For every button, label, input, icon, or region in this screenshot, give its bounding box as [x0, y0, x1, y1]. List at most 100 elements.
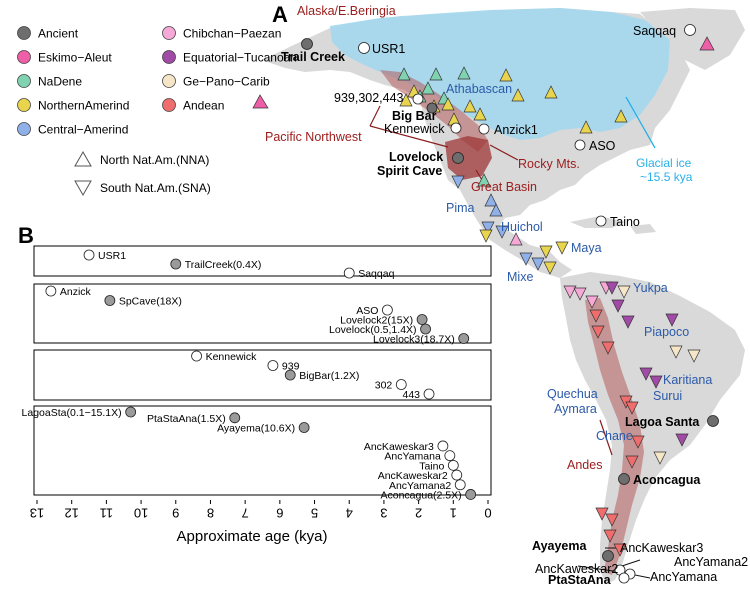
sample-label: AncYamana2 [389, 480, 451, 492]
marker-central [495, 225, 509, 239]
pop-chane: Chane [596, 429, 633, 443]
site-label-anckaweskar3: AncKaweskar3 [620, 541, 703, 555]
x-tick-label: 1 [450, 506, 457, 521]
sample-point [454, 479, 466, 491]
sample-label: LagoaSta(0.1−15.1X) [22, 407, 122, 419]
glacial-label-2: ~15.5 kya [640, 170, 693, 184]
marker-central [519, 252, 533, 266]
site-lagoa-santa [707, 415, 719, 427]
marker-nadene [421, 81, 435, 95]
population-markers [252, 36, 715, 557]
site-label-saqqaq: Saqqaq [633, 24, 676, 38]
land-hispaniola [630, 224, 656, 234]
site-big-bar [426, 102, 438, 114]
legend-swatch [17, 74, 31, 88]
sample-label: AncKaweskar3 [364, 441, 434, 453]
sample-label: Lovelock3(18.7X) [373, 334, 455, 346]
site-label-spirit-cave: Spirit Cave [377, 164, 442, 178]
site-ptastaana [618, 572, 630, 584]
marker-eskimo [699, 36, 715, 51]
marker-north [555, 241, 569, 255]
map: Glacial ice ~15.5 kya [252, 2, 748, 587]
sample-point [45, 285, 57, 297]
legend-swatch [17, 26, 31, 40]
site-label-anckaweskar2: AncKaweskar2 [535, 562, 618, 576]
marker-north [441, 97, 455, 111]
x-tick-label: 9 [172, 506, 179, 521]
pop-surui: Surui [653, 389, 682, 403]
marker-eskimo [252, 94, 269, 109]
marker-andean [631, 435, 645, 449]
sample-label: AncYamana [384, 451, 441, 463]
legend-swatch [162, 74, 176, 88]
legend-label: NorthernAmerind [38, 99, 129, 113]
marker-north [579, 120, 593, 134]
x-tick-label: 10 [134, 506, 148, 521]
andes-band [585, 298, 644, 575]
marker-north [479, 229, 493, 243]
legend-label: Central−Amerind [38, 123, 128, 137]
sample-point [170, 258, 182, 270]
region-rocky: Rocky Mts. [518, 157, 580, 171]
glacial-ice [330, 8, 670, 140]
marker-ge [617, 285, 631, 299]
marker-nadene [457, 66, 471, 80]
marker-equatorial [621, 315, 635, 329]
marker-nadene [477, 173, 491, 187]
marker-andean [605, 513, 619, 527]
sample-label: 443 [402, 389, 420, 401]
x-tick-label: 7 [242, 506, 249, 521]
site-lovelock [452, 152, 464, 164]
x-tick-label: 0 [484, 506, 491, 521]
x-tick-label: 5 [311, 506, 318, 521]
sample-label: SpCave(18X) [119, 296, 182, 308]
marker-central [531, 257, 545, 271]
marker-ge [669, 345, 683, 359]
site-label-ayayema: Ayayema [532, 539, 587, 553]
sample-point [83, 249, 95, 261]
pop-karitiana: Karitiana [663, 373, 712, 387]
marker-central [484, 193, 498, 207]
marker-equatorial [665, 313, 679, 327]
site-label-trail-creek: Trail Creek [281, 50, 345, 64]
sample-point [104, 295, 116, 306]
x-axis-label: Approximate age (kya) [177, 528, 328, 545]
legend-swatch [162, 50, 176, 64]
sample-label: ASO [356, 305, 378, 317]
legend: Ancient Eskimo−Aleut NaDene NorthernAmerind… [17, 26, 297, 197]
timeline-group-box [33, 245, 492, 277]
marker-north [544, 85, 558, 99]
site-saqqaq [684, 24, 696, 36]
marker-north [463, 99, 477, 113]
sample-label: USR1 [98, 250, 126, 262]
sample-label: Aconcagua(2.5X) [381, 489, 462, 501]
sample-label: Ayayema(10.6X) [217, 423, 295, 435]
site-label-lagoa-santa: Lagoa Santa [625, 415, 700, 429]
sample-label: 302 [375, 380, 393, 392]
marker-chibchan [509, 232, 523, 246]
legend-label: Ge−Pano−Carib [183, 75, 270, 89]
site-ayayema [602, 550, 614, 562]
panel-b: B USR1 TrailCreek(0.4X) Saqqaq Anzick SpCave… [18, 223, 492, 545]
legend-label: Chibchan−Paezan [183, 27, 281, 41]
x-tick-label: 12 [64, 506, 78, 521]
legend-swatch [17, 122, 31, 136]
site-label-big-bar: Big Bar [392, 109, 437, 123]
sample-label: Lovelock2(15X) [340, 315, 413, 327]
site-939 [412, 93, 424, 105]
region-alaska: Alaska/E.Beringia [297, 4, 396, 18]
timeline-group-box [33, 283, 492, 344]
site-label-lovelock: Lovelock [389, 150, 443, 164]
sample-point [437, 440, 449, 452]
marker-equatorial [675, 433, 689, 447]
legend-label: Andean [183, 99, 224, 113]
site-label-ancyamana: AncYamana [650, 570, 717, 584]
x-tick-label: 2 [415, 506, 422, 521]
sample-point [420, 323, 431, 335]
marker-north [511, 88, 525, 102]
pop-piapoco: Piapoco [644, 325, 689, 339]
marker-north [539, 245, 553, 259]
marker-north [614, 109, 628, 123]
sample-point [343, 267, 355, 279]
marker-chibchan [573, 287, 587, 301]
